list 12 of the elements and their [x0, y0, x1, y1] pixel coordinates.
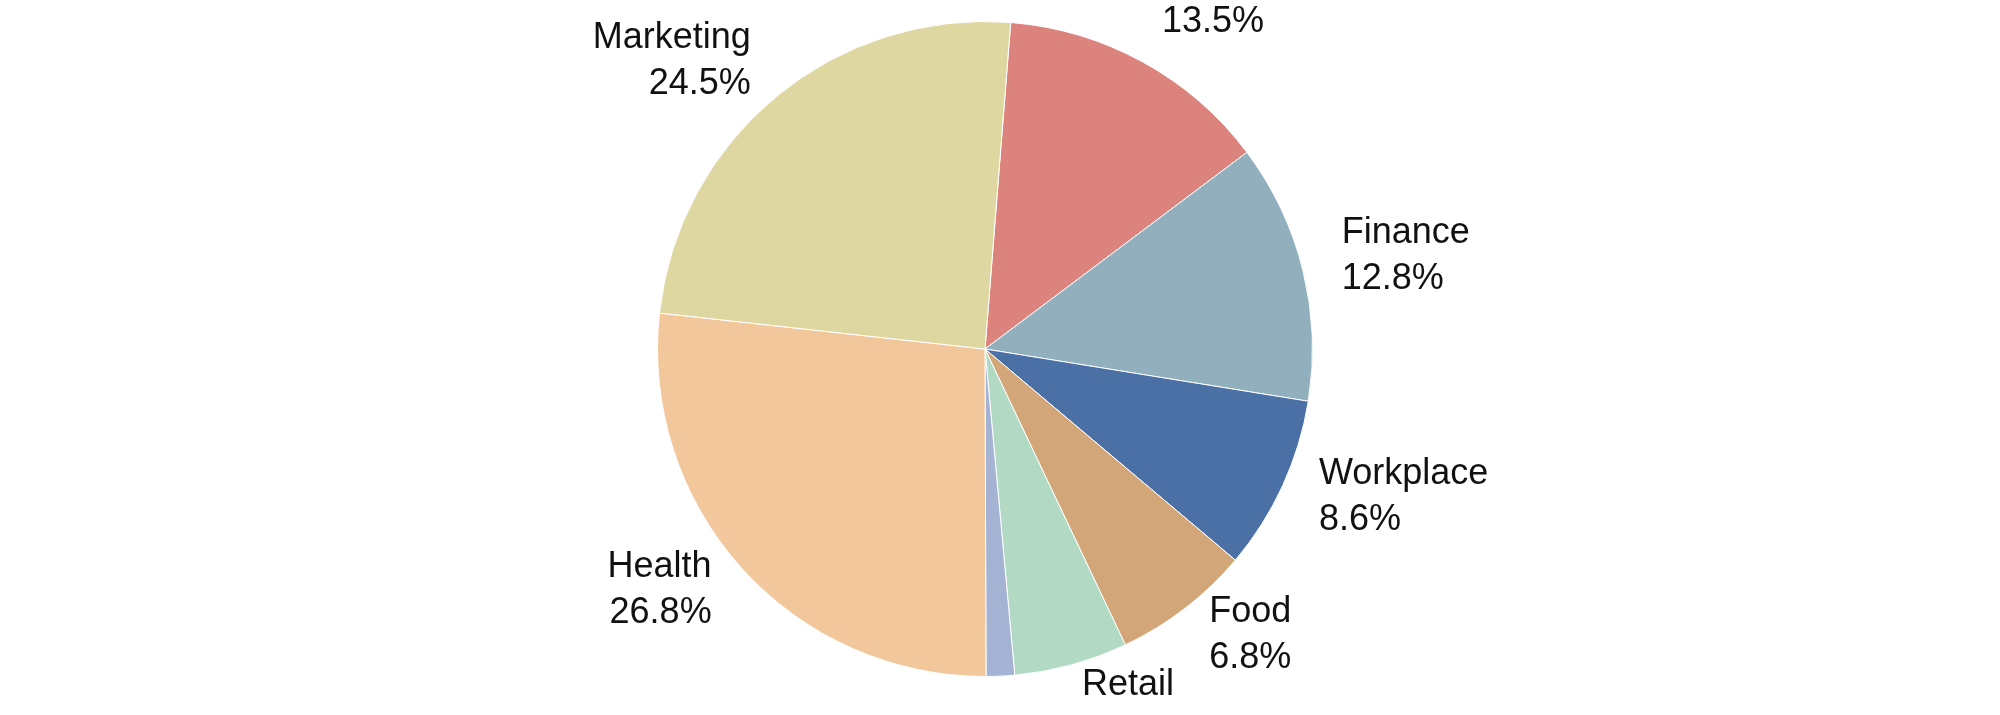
slice-label: Retail: [1081, 661, 1175, 703]
slice-label: Food: [1209, 589, 1292, 631]
slice-label: Workplace: [1318, 451, 1489, 493]
slice-label: Health: [607, 543, 712, 585]
data-label: 8.6%: [1318, 497, 1402, 539]
data-label: 13.5%: [1162, 0, 1265, 40]
data-label: 26.8%: [609, 589, 712, 631]
data-label: 24.5%: [648, 60, 751, 102]
data-label: 12.8%: [1341, 255, 1444, 297]
data-label: 6.8%: [1209, 635, 1292, 677]
slice-label: Finance: [1341, 209, 1470, 251]
slice-label: Marketing: [592, 14, 751, 56]
